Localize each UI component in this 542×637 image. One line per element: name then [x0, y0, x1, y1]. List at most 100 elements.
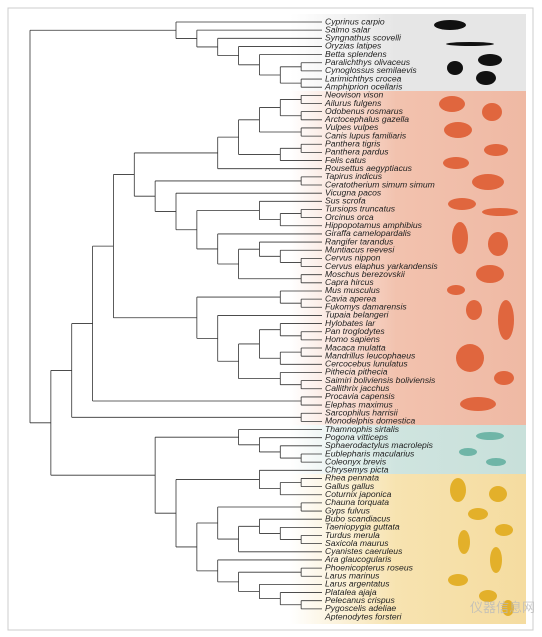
bird-icon — [450, 478, 466, 502]
mammal-icon — [482, 208, 518, 216]
species-label: Cercocebus lunulatus — [325, 359, 408, 369]
species-label: Mus musculus — [325, 285, 381, 295]
species-label: Cervus nippon — [325, 253, 381, 263]
species-label: Hylobates lar — [325, 318, 376, 328]
species-label: Callithrix jacchus — [325, 383, 390, 393]
species-label: Larus argentatus — [325, 579, 390, 589]
bird-icon — [490, 547, 502, 573]
watermark: 仪器信息网 — [470, 600, 535, 615]
species-label: Odobenus rosmarus — [325, 106, 404, 116]
frame — [7, 7, 534, 631]
species-label: Elephas maximus — [325, 399, 394, 409]
species-label: Gyps fulvus — [325, 505, 371, 515]
species-label: Tupaia belangeri — [325, 310, 389, 320]
species-label: Panthera tigris — [325, 139, 381, 149]
mammal-icon — [439, 96, 465, 112]
species-label: Monodelphis domestica — [325, 416, 416, 426]
species-label: Canis lupus familiaris — [325, 130, 407, 140]
species-label: Ara glaucogularis — [324, 554, 392, 564]
species-label: Mandrillus leucophaeus — [325, 350, 416, 360]
species-label: Eublepharis macularius — [325, 448, 415, 458]
species-label: Rhea pennata — [325, 473, 379, 483]
bird-icon — [489, 486, 507, 502]
mammal-icon — [466, 300, 482, 320]
fish-icon — [476, 71, 496, 85]
reptile-icon — [486, 458, 506, 466]
species-label: Tursiops truncatus — [325, 204, 396, 214]
bird-icon — [495, 524, 513, 536]
species-label: Ceratotherium simum simum — [325, 179, 435, 189]
species-label: Moschus berezovskii — [325, 269, 406, 279]
fish-icon — [447, 61, 463, 75]
bird-icon — [502, 600, 514, 616]
species-label: Taeniopygia guttata — [325, 522, 400, 532]
species-label: Sarcophilus harrisii — [325, 407, 399, 417]
fish-icon — [478, 54, 502, 66]
species-label: Pithecia pithecia — [325, 367, 388, 377]
mammal-icon — [498, 300, 514, 340]
species-label: Betta splendens — [325, 49, 387, 59]
species-label: Amphiprion ocellaris — [324, 81, 403, 91]
species-label: Coleonyx brevis — [325, 456, 387, 466]
species-label: Pan troglodytes — [325, 326, 385, 336]
species-label: Giraffa camelopardalis — [325, 228, 412, 238]
species-label: Hippopotamus amphibius — [325, 220, 423, 230]
species-label: Orcinus orca — [325, 212, 374, 222]
species-label: Rangifer tarandus — [325, 236, 394, 246]
silhouettes — [434, 20, 518, 616]
species-label: Sus scrofa — [325, 196, 366, 206]
species-label: Larus marinus — [325, 571, 380, 581]
mammal-icon — [484, 144, 508, 156]
bird-icon — [479, 590, 497, 602]
species-label: Oryzias latipes — [325, 41, 382, 51]
mammal-icon — [448, 198, 476, 210]
species-label: Cyprinus carpio — [325, 16, 385, 26]
mammal-icon — [444, 122, 472, 138]
species-label: Panthera pardus — [325, 147, 389, 157]
reptile-icon — [459, 448, 477, 456]
mammal-icon — [482, 103, 502, 121]
species-label: Pygoscelis adeliae — [325, 603, 396, 613]
bird-icon — [468, 508, 488, 520]
species-label: Macaca mulatta — [325, 342, 386, 352]
species-label: Paralichthys olivaceus — [325, 57, 411, 67]
species-label: Aptenodytes forsteri — [324, 611, 403, 621]
fish-icon — [446, 42, 494, 46]
species-label: Larimichthys crocea — [325, 73, 402, 83]
mammal-icon — [456, 344, 484, 372]
reptile-icon — [476, 432, 504, 440]
species-label: Cynoglossus semilaevis — [325, 65, 417, 75]
species-label: Capra hircus — [325, 277, 374, 287]
mammal-icon — [488, 232, 508, 256]
species-label: Procavia capensis — [325, 391, 395, 401]
species-label: Pogona vitticeps — [325, 432, 389, 442]
mammal-icon — [476, 265, 504, 283]
mammal-icon — [447, 285, 465, 295]
species-label: Saimiri boliviensis boliviensis — [325, 375, 436, 385]
species-label: Cavia aperea — [325, 293, 376, 303]
bird-icon — [458, 530, 470, 554]
species-label: Chrysemys picta — [325, 465, 389, 475]
species-label: Pelecanus crispus — [325, 595, 395, 605]
tree — [29, 21, 322, 610]
species-label: Vulpes vulpes — [325, 122, 379, 132]
species-label: Platalea ajaja — [325, 587, 377, 597]
species-label: Salmo salar — [325, 24, 372, 34]
species-label: Homo sapiens — [325, 334, 381, 344]
species-label: Felis catus — [325, 155, 367, 165]
mammal-icon — [443, 157, 469, 169]
species-label: Sphaerodactylus macrolepis — [325, 440, 434, 450]
species-label: Cyanistes caeruleus — [325, 546, 403, 556]
species-label: Coturnix japonica — [325, 489, 392, 499]
species-label: Fukomys damarensis — [325, 302, 407, 312]
species-label: Chauna torquata — [325, 497, 389, 507]
species-label: Neovison vison — [325, 90, 383, 100]
species-label: Saxicola maurus — [325, 538, 389, 548]
species-label: Arctocephalus gazella — [324, 114, 409, 124]
bird-icon — [448, 574, 468, 586]
species-label: Rousettus aegyptiacus — [325, 163, 413, 173]
mammal-icon — [460, 397, 496, 411]
